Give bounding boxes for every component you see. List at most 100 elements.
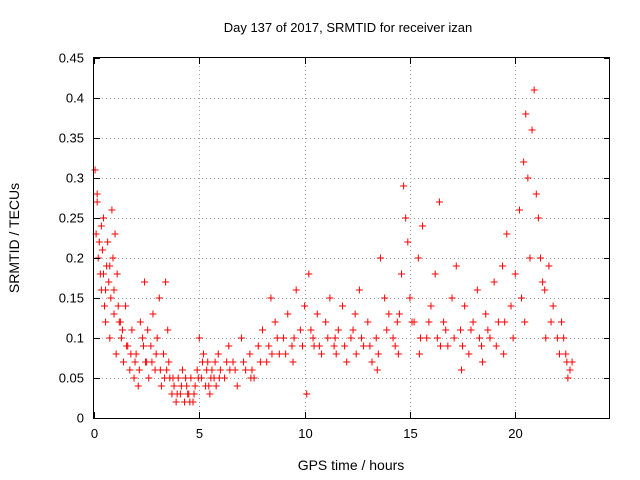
data-point [509, 334, 517, 342]
data-point [271, 318, 279, 326]
data-point [198, 358, 206, 366]
y-axis-label: SRMTID / TECUs [6, 183, 22, 293]
data-point [331, 334, 339, 342]
data-point [111, 230, 119, 238]
data-point [173, 390, 181, 398]
data-point [216, 366, 224, 374]
data-point [122, 302, 130, 310]
data-point [152, 350, 160, 358]
data-point [549, 302, 557, 310]
data-point [131, 358, 139, 366]
data-point [317, 350, 325, 358]
data-point [104, 238, 112, 246]
data-point [144, 326, 152, 334]
data-point [200, 350, 208, 358]
data-point [206, 390, 214, 398]
x-axis-label: GPS time / hours [298, 457, 405, 473]
x-tick-label: 20 [508, 426, 522, 441]
data-point [334, 326, 342, 334]
data-point [374, 350, 382, 358]
data-point [469, 318, 477, 326]
data-point [465, 350, 473, 358]
data-point [349, 326, 357, 334]
data-point [246, 350, 254, 358]
data-point [366, 342, 374, 350]
data-point [431, 270, 439, 278]
data-point [435, 198, 443, 206]
data-point [145, 374, 153, 382]
data-point [511, 270, 519, 278]
data-point [155, 294, 163, 302]
data-point [305, 270, 313, 278]
data-point [114, 302, 122, 310]
data-point [339, 302, 347, 310]
data-point [93, 190, 101, 198]
data-point [225, 342, 233, 350]
data-point [184, 390, 192, 398]
data-point [194, 374, 202, 382]
data-point [130, 374, 138, 382]
data-point [402, 214, 410, 222]
data-point [351, 310, 359, 318]
data-point [106, 262, 114, 270]
data-point [113, 270, 121, 278]
data-point [391, 342, 399, 350]
data-point [280, 334, 288, 342]
data-point [110, 286, 118, 294]
data-point [223, 358, 231, 366]
data-point [364, 318, 372, 326]
data-point [542, 334, 550, 342]
data-point [415, 350, 423, 358]
data-point [518, 294, 526, 302]
data-point [553, 334, 561, 342]
data-point [275, 350, 283, 358]
data-point [503, 230, 511, 238]
data-point [282, 350, 290, 358]
data-point [425, 318, 433, 326]
data-point [309, 334, 317, 342]
data-point [423, 334, 431, 342]
data-point [290, 334, 298, 342]
data-point [267, 294, 275, 302]
x-tick-label: 10 [298, 426, 312, 441]
data-point [515, 206, 523, 214]
data-point [157, 382, 165, 390]
data-point [414, 254, 422, 262]
data-point [560, 334, 568, 342]
data-point [467, 326, 475, 334]
data-point [492, 342, 500, 350]
data-point [288, 342, 296, 350]
data-point [156, 366, 164, 374]
data-point [186, 398, 194, 406]
data-point [135, 366, 143, 374]
data-point [406, 294, 414, 302]
data-point [147, 342, 155, 350]
data-point [534, 214, 542, 222]
data-point [233, 382, 241, 390]
data-point [368, 358, 376, 366]
data-point [215, 374, 223, 382]
data-point [110, 310, 118, 318]
data-point [416, 334, 424, 342]
data-point [273, 334, 281, 342]
data-point [541, 286, 549, 294]
data-point [149, 310, 157, 318]
data-point [226, 366, 234, 374]
data-point [440, 318, 448, 326]
data-point [141, 278, 149, 286]
data-point [203, 366, 211, 374]
data-point [385, 310, 393, 318]
data-point [433, 334, 441, 342]
data-point [404, 238, 412, 246]
plot-frame [93, 57, 610, 419]
data-point [127, 350, 135, 358]
data-point [212, 382, 220, 390]
data-point [178, 366, 186, 374]
data-point [284, 310, 292, 318]
data-point [99, 270, 107, 278]
data-point [211, 358, 219, 366]
data-point [522, 110, 530, 118]
data-point [383, 326, 391, 334]
data-point [195, 334, 203, 342]
